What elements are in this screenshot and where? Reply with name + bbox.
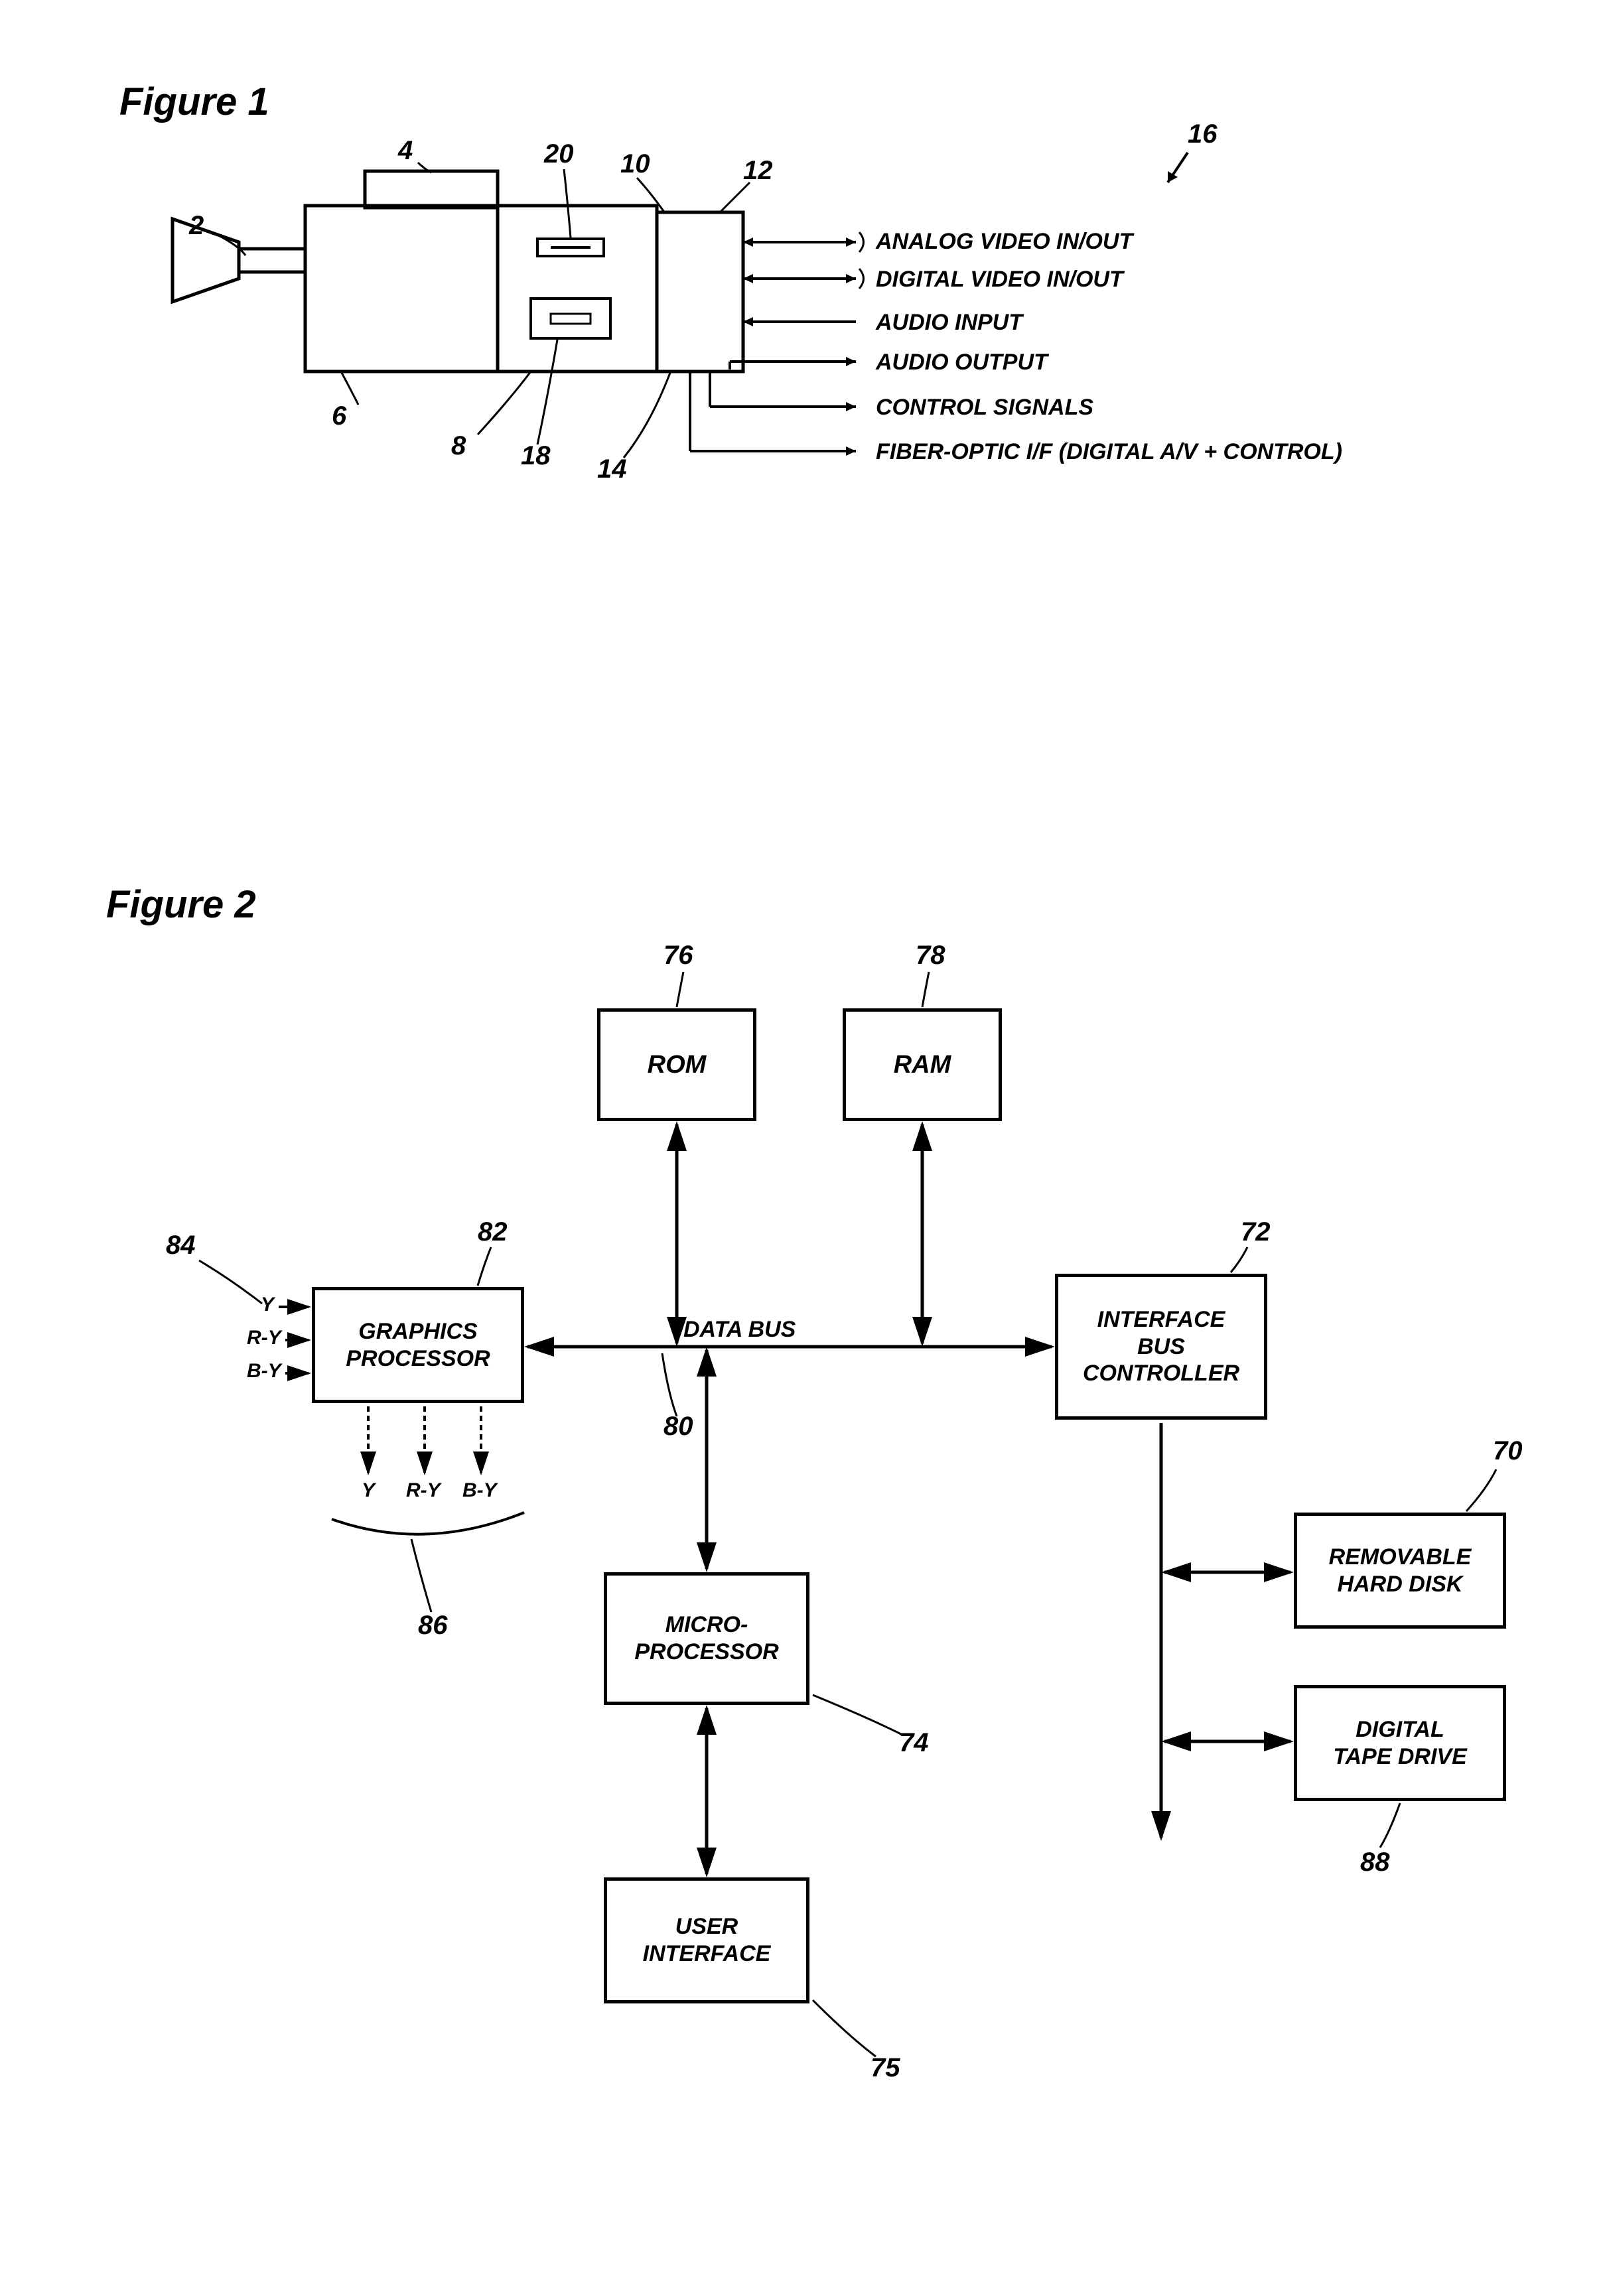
output-by: B-Y: [462, 1479, 497, 1502]
ref-76: 76: [663, 941, 693, 971]
ref-72: 72: [1241, 1217, 1271, 1247]
ref-70: 70: [1493, 1436, 1523, 1466]
output-ry: R-Y: [406, 1479, 441, 1502]
input-ry: R-Y: [247, 1327, 281, 1349]
figure-2-svg: [0, 0, 1605, 2296]
ref-75: 75: [871, 2053, 900, 2083]
input-y: Y: [261, 1294, 274, 1316]
ref-82: 82: [478, 1217, 508, 1247]
ref-86: 86: [418, 1611, 448, 1641]
ref-78: 78: [916, 941, 945, 971]
databus-label: DATA BUS: [683, 1317, 796, 1343]
ref-74: 74: [899, 1728, 929, 1758]
input-by: B-Y: [247, 1360, 281, 1383]
output-y: Y: [362, 1479, 375, 1502]
ref-84: 84: [166, 1231, 196, 1260]
ref-88: 88: [1360, 1848, 1390, 1877]
ref-80: 80: [663, 1412, 693, 1442]
